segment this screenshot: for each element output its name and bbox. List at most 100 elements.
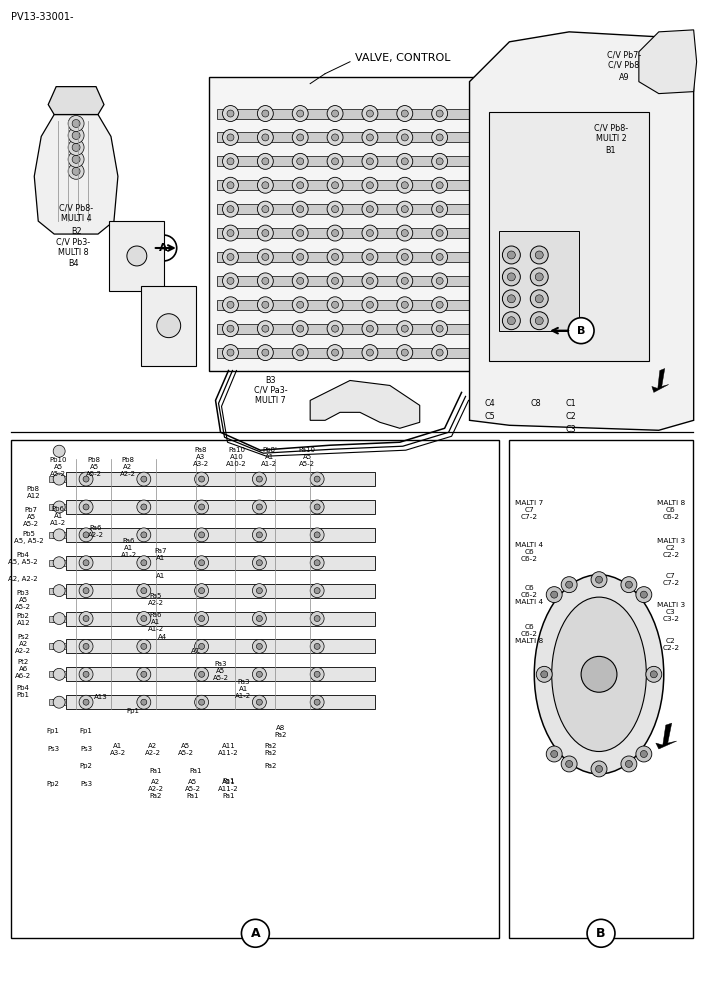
Circle shape bbox=[546, 587, 562, 603]
Text: C4: C4 bbox=[484, 399, 495, 408]
Circle shape bbox=[587, 919, 615, 947]
Circle shape bbox=[262, 158, 269, 165]
Circle shape bbox=[68, 127, 84, 143]
Circle shape bbox=[253, 472, 266, 486]
Bar bbox=[109, 221, 164, 291]
Text: C/V Pb3-
MULTI 8: C/V Pb3- MULTI 8 bbox=[56, 237, 90, 257]
Bar bbox=[52, 476, 60, 482]
Circle shape bbox=[194, 528, 208, 542]
Circle shape bbox=[79, 500, 93, 514]
Circle shape bbox=[292, 177, 308, 193]
Text: A9: A9 bbox=[619, 73, 629, 82]
Polygon shape bbox=[470, 32, 693, 430]
Circle shape bbox=[367, 110, 373, 117]
Circle shape bbox=[327, 153, 343, 169]
Text: Pb3
A5
A5-2: Pb3 A5 A5-2 bbox=[15, 590, 31, 610]
Circle shape bbox=[83, 532, 89, 538]
Circle shape bbox=[79, 472, 93, 486]
Text: B: B bbox=[596, 927, 605, 940]
Circle shape bbox=[253, 612, 266, 626]
Circle shape bbox=[436, 349, 443, 356]
Circle shape bbox=[194, 695, 208, 709]
Circle shape bbox=[292, 129, 308, 145]
Circle shape bbox=[401, 253, 408, 260]
Circle shape bbox=[432, 321, 448, 337]
Circle shape bbox=[222, 201, 239, 217]
Circle shape bbox=[397, 129, 413, 145]
Text: Pb2
A12: Pb2 A12 bbox=[16, 613, 30, 626]
Bar bbox=[217, 109, 474, 119]
Circle shape bbox=[327, 225, 343, 241]
Bar bbox=[217, 348, 474, 358]
Bar bbox=[55, 532, 63, 538]
Bar bbox=[217, 228, 474, 238]
Ellipse shape bbox=[552, 597, 646, 752]
Circle shape bbox=[327, 249, 343, 265]
Circle shape bbox=[503, 312, 520, 330]
Bar bbox=[66, 584, 375, 598]
Text: Pb8'
A1
A1-2: Pb8' A1 A1-2 bbox=[261, 447, 277, 467]
Bar bbox=[217, 180, 474, 190]
Circle shape bbox=[332, 230, 339, 237]
Circle shape bbox=[436, 230, 443, 237]
Circle shape bbox=[401, 182, 408, 189]
Text: Pa2
Pa2: Pa2 Pa2 bbox=[264, 743, 277, 756]
Circle shape bbox=[568, 318, 594, 344]
Circle shape bbox=[262, 230, 269, 237]
Bar bbox=[49, 616, 57, 622]
Circle shape bbox=[314, 532, 320, 538]
Circle shape bbox=[503, 290, 520, 308]
Text: A13: A13 bbox=[94, 694, 108, 700]
Circle shape bbox=[222, 249, 239, 265]
Circle shape bbox=[296, 134, 303, 141]
Circle shape bbox=[432, 106, 448, 121]
Circle shape bbox=[256, 616, 263, 622]
Circle shape bbox=[625, 581, 632, 588]
Text: A2
A2-2: A2 A2-2 bbox=[145, 743, 161, 756]
Polygon shape bbox=[656, 723, 677, 749]
Circle shape bbox=[541, 671, 548, 678]
Bar bbox=[58, 560, 66, 566]
Text: C6
C6-2
MALTI 4: C6 C6-2 MALTI 4 bbox=[515, 585, 543, 605]
Circle shape bbox=[327, 177, 343, 193]
Text: Pa1: Pa1 bbox=[149, 768, 162, 774]
Text: Pp1: Pp1 bbox=[127, 708, 139, 714]
Circle shape bbox=[327, 106, 343, 121]
Circle shape bbox=[362, 249, 378, 265]
Text: A4: A4 bbox=[158, 634, 168, 640]
Circle shape bbox=[253, 584, 266, 598]
Circle shape bbox=[262, 253, 269, 260]
Circle shape bbox=[367, 206, 373, 213]
Bar bbox=[217, 156, 474, 166]
Circle shape bbox=[362, 225, 378, 241]
Circle shape bbox=[241, 919, 270, 947]
Bar bbox=[55, 504, 63, 510]
Circle shape bbox=[565, 581, 572, 588]
Circle shape bbox=[262, 110, 269, 117]
Circle shape bbox=[310, 472, 324, 486]
Circle shape bbox=[436, 253, 443, 260]
Circle shape bbox=[72, 120, 80, 127]
Circle shape bbox=[54, 640, 65, 652]
Text: Pa2: Pa2 bbox=[264, 763, 277, 769]
Circle shape bbox=[83, 476, 89, 482]
Bar bbox=[217, 324, 474, 334]
Text: A2, A2-2: A2, A2-2 bbox=[8, 576, 38, 582]
Text: C6
C6-2
MALTI 8: C6 C6-2 MALTI 8 bbox=[515, 624, 543, 644]
Text: C3: C3 bbox=[566, 425, 577, 434]
Circle shape bbox=[68, 163, 84, 179]
Text: Pa1: Pa1 bbox=[222, 778, 234, 784]
Text: C5: C5 bbox=[484, 412, 495, 421]
Circle shape bbox=[508, 295, 515, 303]
Circle shape bbox=[292, 201, 308, 217]
Circle shape bbox=[401, 349, 408, 356]
Circle shape bbox=[436, 182, 443, 189]
Text: A5
A5-2: A5 A5-2 bbox=[177, 743, 194, 756]
Bar bbox=[58, 643, 66, 649]
Text: Pp2: Pp2 bbox=[46, 781, 60, 787]
Circle shape bbox=[362, 106, 378, 121]
Circle shape bbox=[137, 695, 151, 709]
Bar bbox=[49, 588, 57, 594]
Circle shape bbox=[258, 321, 273, 337]
Circle shape bbox=[296, 182, 303, 189]
